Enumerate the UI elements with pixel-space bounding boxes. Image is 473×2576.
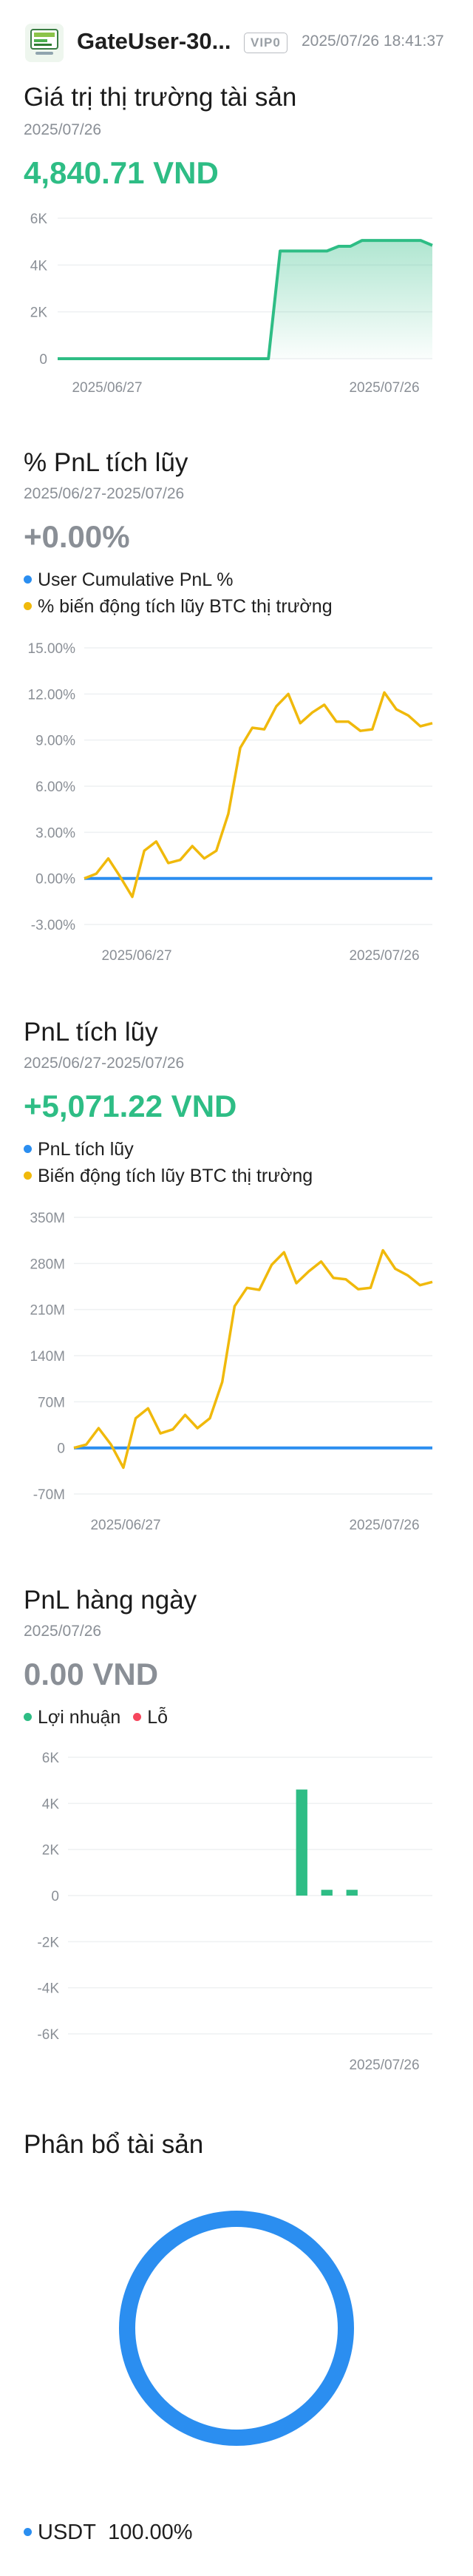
y-tick-label: 280M [30,1257,65,1272]
asset-value-date: 2025/07/26 [24,121,102,138]
y-tick-label: -4K [37,1981,59,1997]
y-tick-label: 6K [42,1751,60,1766]
x-tick-label: 2025/06/27 [72,380,142,396]
y-tick-label: -3.00% [31,918,75,933]
legend-label: Biến động tích lũy BTC thị trường [38,1166,313,1186]
y-tick-label: 6.00% [35,780,75,795]
legend-dot-icon [24,575,32,584]
legend-label: % biến động tích lũy BTC thị trường [38,596,333,617]
x-tick-label: 2025/06/27 [101,948,171,964]
y-tick-label: 350M [30,1211,65,1226]
x-tick-label: 2025/06/27 [90,1518,160,1533]
y-tick-label: 9.00% [35,734,75,749]
y-tick-label: 4K [30,258,48,274]
header: GateUser-30... VIP0 2025/07/26 18:41:37 [0,0,473,81]
series-line-btc [84,691,433,899]
allocation-donut-chart[interactable] [0,2189,473,2470]
x-tick-label: 2025/07/26 [349,948,419,964]
legend-dot-icon [24,1144,32,1153]
legend-dot-icon [24,601,32,610]
y-tick-label: 70M [38,1395,65,1410]
legend-label: PnL tích lũy [38,1139,134,1160]
y-tick-label: 210M [30,1303,65,1319]
legend-dot-icon [133,1712,142,1721]
x-tick-label: 2025/07/26 [349,380,419,396]
y-tick-label: 0 [39,352,47,368]
cum-pnl-pct-date: 2025/06/27-2025/07/26 [24,485,185,502]
y-tick-label: -70M [33,1487,65,1503]
cum-pnl-legend-2[interactable]: Biến động tích lũy BTC thị trường [24,1166,313,1187]
legend-dot-icon [24,1171,32,1180]
legend-label: Lỗ [147,1707,169,1728]
legend-dot-icon [24,1712,32,1721]
asset-value-title: Giá trị thị trường tài sản [24,83,297,112]
avatar-image-icon [25,24,64,62]
y-tick-label: -6K [37,2027,59,2043]
timestamp: 2025/07/26 18:41:37 [302,33,444,50]
y-tick-label: 12.00% [28,687,76,703]
cum-pnl-pct-legend-2[interactable]: % biến động tích lũy BTC thị trường [24,596,333,618]
y-tick-label: 2K [30,305,48,321]
legend-profit[interactable]: Lợi nhuận [24,1707,120,1728]
legend-loss[interactable]: Lỗ [133,1707,168,1728]
legend-label: Lợi nhuận [38,1707,121,1728]
bar-profit [296,1789,307,1896]
daily-pnl-value: 0.00 VND [24,1657,159,1691]
series-line-asset-value [58,239,433,360]
y-tick-label: 0.00% [35,872,75,888]
y-tick-label: 4K [42,1796,60,1812]
cum-pnl-pct-value: +0.00% [24,519,130,554]
donut-slice-usdt [119,2211,354,2446]
series-line-btc [73,1248,433,1470]
x-tick-label: 2025/07/26 [349,1518,419,1533]
bar-profit [321,1890,333,1896]
daily-pnl-date: 2025/07/26 [24,1623,102,1640]
daily-pnl-legend: Lợi nhuận Lỗ [24,1707,175,1728]
area-fill [58,240,432,359]
asset-percentage: 100.00% [108,2521,193,2544]
asset-value-amount: 4,840.71 VND [24,155,219,190]
daily-pnl-chart[interactable]: 6K 4K 2K 0 -2K -4K -6K 2025/07/26 [0,1744,473,2084]
cum-pnl-chart[interactable]: 350M 280M 210M 140M 70M 0 -70M 2025/06/27 2025/0… [0,1204,473,1544]
cum-pnl-pct-legend-1[interactable]: User Cumulative PnL % [24,569,233,591]
x-tick-label: 2025/07/26 [349,2058,419,2073]
y-tick-label: 6K [30,212,48,227]
username[interactable]: GateUser-30... [77,28,231,54]
asset-value-chart[interactable]: 0 2K 4K 6K 2025/06/27 2025/07/26 [0,207,473,407]
cum-pnl-date: 2025/06/27-2025/07/26 [24,1055,185,1072]
allocation-legend-usdt[interactable]: USDT 100.00% [24,2521,193,2545]
avatar[interactable] [25,24,64,62]
legend-dot-icon [24,2527,32,2536]
y-tick-label: 0 [57,1441,65,1457]
cum-pnl-title: PnL tích lũy [24,1018,158,1047]
asset-name: USDT [38,2521,96,2544]
y-tick-label: -2K [37,1935,59,1950]
cum-pnl-pct-title: % PnL tích lũy [24,448,188,477]
y-tick-label: 2K [42,1843,60,1859]
cum-pnl-value: +5,071.22 VND [24,1089,237,1123]
y-tick-label: 0 [51,1889,59,1904]
vip-badge: VIP0 [244,33,287,53]
cum-pnl-pct-chart[interactable]: 15.00% 12.00% 9.00% 6.00% 3.00% 0.00% -3.00% 20… [0,635,473,975]
y-tick-label: 140M [30,1349,65,1365]
y-tick-label: 15.00% [28,641,76,657]
cum-pnl-legend-1[interactable]: PnL tích lũy [24,1139,134,1160]
allocation-title: Phân bổ tài sản [24,2130,204,2159]
y-tick-label: 3.00% [35,825,75,841]
legend-label: User Cumulative PnL % [38,569,234,590]
daily-pnl-title: PnL hàng ngày [24,1586,197,1615]
bar-profit [346,1890,358,1896]
